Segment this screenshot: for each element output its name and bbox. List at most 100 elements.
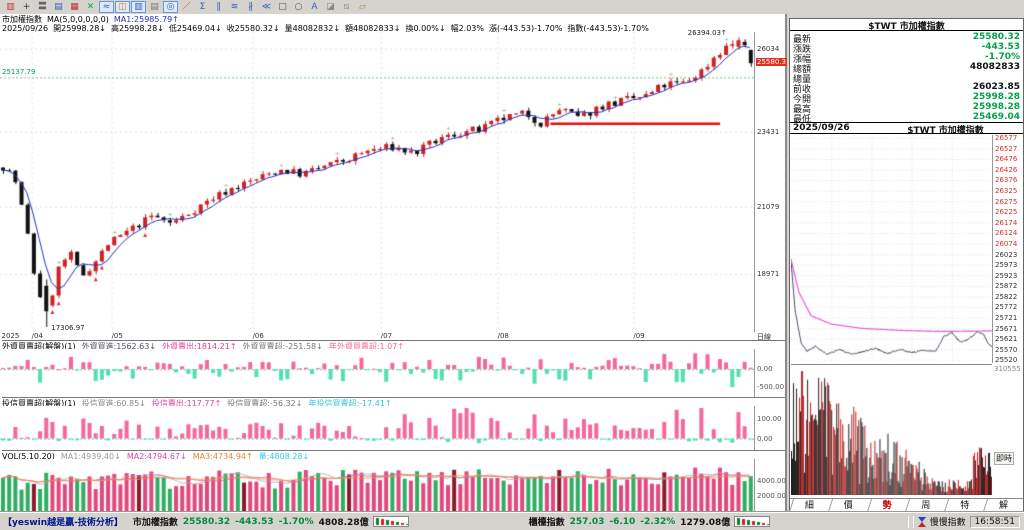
quote-label: 最新 <box>793 35 812 45</box>
quote-row: 今開 25998.28 <box>790 92 1023 105</box>
toolbar-icon[interactable]: ▱ <box>359 2 366 12</box>
toolbar-icon[interactable]: □ <box>278 2 287 12</box>
mini-bars-icon <box>734 516 771 527</box>
sub-axis-label: 0.00 <box>757 365 773 374</box>
toolbar-icon[interactable]: ≋ <box>230 2 239 12</box>
quote-value: 26023.85 <box>972 82 1020 92</box>
toolbar-icon[interactable]: ▤ <box>54 2 63 12</box>
quote-label: 漲幅 <box>793 55 812 65</box>
intraday-title-row: 2025/09/26 $TWT 市加權指數 <box>790 122 1023 136</box>
toolbar-icon[interactable]: ◎ <box>163 1 178 13</box>
toolbar-icon[interactable]: ◪ <box>326 2 335 12</box>
price-axis: 26034 23431 21079 18971 25580.3 <box>754 32 787 332</box>
intraday-axis-label: 26325 <box>995 187 1018 196</box>
toolbar-icon[interactable]: ▥ <box>6 2 15 12</box>
toolbar-icon[interactable]: ▤ <box>150 2 159 12</box>
sub-axis-label: -500.00 <box>757 383 785 392</box>
tab-item[interactable]: 細 <box>790 499 829 512</box>
intraday-axis-label: 26376 <box>995 176 1018 185</box>
ohlc-header: 2025/09/26 開25998.28↓ 高25998.28↓ 低25469.04↓… <box>2 23 785 32</box>
quote-value: 25998.28 <box>972 102 1020 112</box>
quote-label: 總量 <box>793 75 812 85</box>
toolbar-icon[interactable]: ≪ <box>261 2 272 12</box>
tab-item[interactable]: 解 <box>984 499 1023 512</box>
quote-value: -1.70% <box>985 52 1020 62</box>
tab-item[interactable]: 勢 <box>868 499 907 512</box>
intraday-axis-label: 26577 <box>995 134 1018 143</box>
realtime-label: 即時 <box>994 452 1014 465</box>
header-token: 額48082833↓ <box>345 24 401 32</box>
indicator-token: 量:4808.28↓ <box>258 452 310 459</box>
intraday-axis-label: 26426 <box>995 165 1018 174</box>
index-pct: -2.32% <box>640 516 676 527</box>
intraday-price-canvas[interactable] <box>791 135 992 363</box>
intraday-axis-label: 25872 <box>995 282 1018 291</box>
intraday-axis-label: 25621 <box>995 335 1018 344</box>
header-token: 收25580.32↓ <box>226 24 280 32</box>
volume-canvas[interactable] <box>0 459 754 511</box>
toolbar-icon[interactable]: ⧅ <box>343 2 350 12</box>
left-price-label: 25137.79 <box>2 68 36 77</box>
header-token: 換0.00%↓ <box>405 24 446 32</box>
header-token: MA(5,0,0,0,0,0) <box>47 15 109 23</box>
toolbar-icon[interactable]: ▦ <box>70 2 79 12</box>
header-token: 2025/09/26 <box>2 24 49 32</box>
tab-item[interactable]: 周 <box>906 499 945 512</box>
x-axis-label: /06 <box>252 332 264 340</box>
quote-row: 前收 26023.85 <box>790 82 1023 95</box>
toolbar-icon[interactable]: Σ <box>199 2 206 12</box>
y-axis-label: 18971 <box>757 269 780 278</box>
toolbar-icon[interactable]: ▥ <box>131 1 146 13</box>
quote-row: 最新 25580.32 <box>790 32 1023 45</box>
app-brand: 【yeswin越是贏-技術分析】 <box>3 518 123 528</box>
quote-label: 今開 <box>793 95 812 105</box>
intraday-volume-canvas[interactable] <box>791 364 992 495</box>
toolbar-icon[interactable]: 〓 <box>37 2 47 12</box>
current-price-box: 25580.3 <box>756 58 787 67</box>
intraday-axis-label: 26174 <box>995 218 1018 227</box>
toolbar-icon[interactable]: ／ <box>181 2 191 12</box>
indicator-token: 外資賣出:1814.21↑ <box>162 342 237 349</box>
toolbar-icon[interactable]: ≈ <box>99 1 114 13</box>
toolbar-icon[interactable]: ✕ <box>86 2 95 12</box>
quote-date: 2025/09/26 <box>793 123 850 133</box>
tab-item[interactable]: 價 <box>829 499 868 512</box>
time-axis: 2025/04/05/06/07/08/09 日線 <box>0 332 787 341</box>
clock: 16:58:51 <box>969 515 1020 528</box>
quote-label: 最低 <box>793 115 812 125</box>
index-name: 市加權指數 <box>132 518 178 528</box>
toolbar-icon[interactable]: ○ <box>294 2 303 12</box>
toolbar-icon[interactable]: + <box>22 2 31 12</box>
intraday-axis-label: 26476 <box>995 155 1018 164</box>
toolbar-icon[interactable]: ∥ <box>216 2 221 12</box>
sub-axis-label: 100.00 <box>757 415 782 424</box>
intraday-axis-label: 25721 <box>995 314 1018 323</box>
foreign-net-header: 外資買賣超(解盤)(1) 外資買進:1562.63↓ 外資賣出:1814.21↑ 外資… <box>2 340 785 349</box>
sub-axis-label: 2000.00 <box>757 491 786 500</box>
quote-value: 25469.04 <box>972 112 1020 122</box>
mini-bars-icon <box>372 516 409 527</box>
header-token: 市加權指數 <box>2 15 42 23</box>
indicator-token: VOL(5,10,20) <box>2 452 55 459</box>
indicator-token: 投信買賣超:-56.32↓ <box>227 399 303 406</box>
indicator-token: 年投信買賣超:-17.41↑ <box>308 399 392 406</box>
toolbar-icon[interactable]: ◫ <box>115 1 130 13</box>
quote-row: 最低 25469.04 <box>790 112 1023 125</box>
foreign-net-canvas[interactable] <box>0 349 754 397</box>
index-amount: 1279.08億 <box>680 518 731 528</box>
toolbar-icon[interactable]: A <box>311 2 318 12</box>
daily-chart-canvas[interactable] <box>0 32 754 332</box>
quote-label: 最高 <box>793 105 812 115</box>
x-axis-label: /04 <box>31 332 43 340</box>
indicator-token: MA3:4734.94↑ <box>192 452 253 459</box>
trust-net-canvas[interactable] <box>0 406 754 450</box>
status-separator <box>912 515 914 528</box>
indicator-token: MA1:4939.40↓ <box>60 452 121 459</box>
tab-item[interactable]: 特 <box>945 499 984 512</box>
toolbar-icon[interactable]: ∦ <box>248 2 253 12</box>
volume-chart: 4000.00 2000.00 <box>0 459 787 511</box>
header-token: 幅2.03% <box>450 24 484 32</box>
quote-value: 25998.28 <box>972 92 1020 102</box>
toolbar: ▥ + 〓 ▤ ▦ ✕ ≈ ◫ ▥ ▤ ◎ ／ Σ ∥ ≋ ∦ ≪ □ ○ A ◪ ⧅ ▱ <box>0 0 1024 14</box>
index-name: 櫃檯指數 <box>528 518 565 528</box>
